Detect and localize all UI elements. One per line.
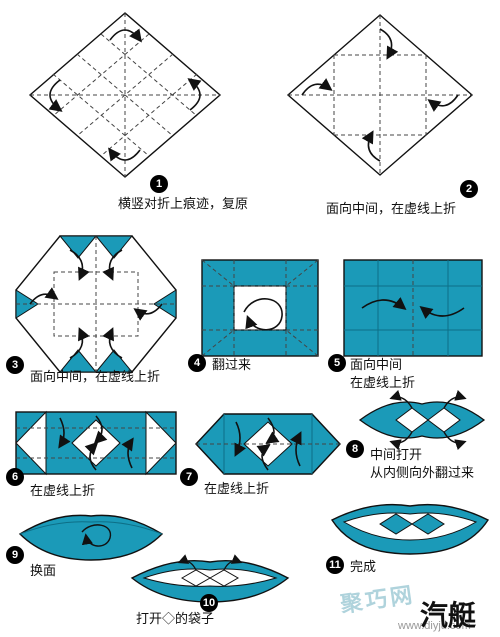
step-caption-1: 横竖对折上痕迹，复原 (118, 195, 248, 213)
step-caption-2: 面向中间，在虚线上折 (326, 200, 456, 218)
step-badge-9: 9 (6, 546, 24, 564)
step-4-diagram (196, 256, 324, 372)
title: 汽艇 (420, 594, 476, 634)
step-2-diagram (280, 5, 480, 185)
step-badge-6: 6 (6, 468, 24, 486)
step-caption-11: 完成 (350, 558, 376, 576)
step-caption-9: 换面 (30, 562, 56, 580)
step-caption-7: 在虚线上折 (204, 480, 269, 498)
step-11-diagram (326, 494, 494, 564)
step-3-diagram (8, 226, 184, 382)
step-badge-3: 3 (6, 356, 24, 374)
step-caption-4: 翻过来 (212, 356, 251, 374)
step-badge-2: 2 (460, 180, 478, 198)
step-badge-7: 7 (180, 468, 198, 486)
step-badge-8: 8 (346, 440, 364, 458)
step-7-diagram (190, 406, 346, 486)
step-6-diagram (12, 406, 180, 486)
step-5-diagram (338, 256, 488, 372)
step-badge-5: 5 (328, 354, 346, 372)
step-caption-6: 在虚线上折 (30, 482, 95, 500)
step-caption-10: 打开◇的袋子 (136, 610, 214, 628)
step-8-diagram (352, 390, 492, 450)
step-badge-4: 4 (188, 354, 206, 372)
step-badge-1: 1 (150, 175, 168, 193)
step-caption-8: 中间打开 从内侧向外翻过来 (370, 446, 474, 482)
watermark: 聚巧网 (338, 577, 417, 619)
step-caption-3: 面向中间，在虚线上折 (30, 368, 160, 386)
step-badge-11: 11 (326, 556, 344, 574)
step-caption-5: 面向中间 在虚线上折 (350, 356, 415, 392)
step-1-diagram (20, 5, 230, 185)
